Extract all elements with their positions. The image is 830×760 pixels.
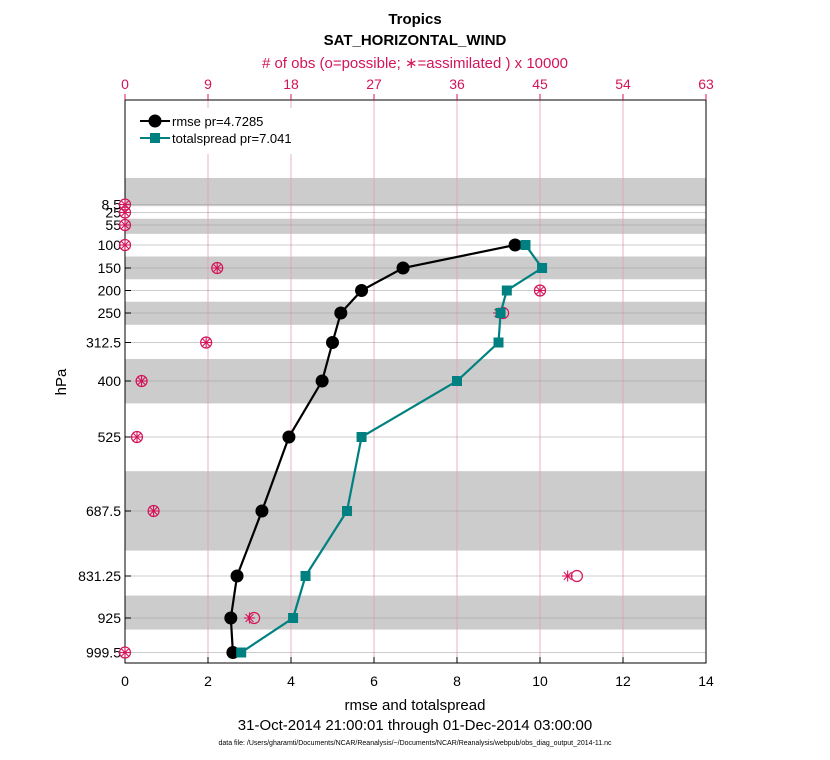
assimilated-marker [535,286,545,295]
totalspread-point [495,308,506,318]
assimilated-marker [245,613,254,623]
assimilated-marker [120,220,130,230]
rmse-point [282,430,296,444]
totalspread-point [356,432,367,442]
y-tick-label: 250 [98,305,122,321]
shaded-band [125,177,706,207]
y-tick-label: 831.25 [78,568,121,584]
rmse-point [226,646,240,659]
totalspread-point [452,376,462,386]
y-tick-label: 200 [98,283,122,299]
chart-subtitle: SAT_HORIZONTAL_WIND [324,32,507,49]
rmse-point [508,238,522,252]
totalspread-point [300,571,311,581]
y-tick-label: 525 [98,429,122,445]
y-tick-label: 25 [105,205,121,221]
rmse-point [315,374,329,388]
x-tick-label: 8 [453,673,461,689]
rmse-point [326,336,339,349]
x-tick-label: 6 [370,673,378,689]
legend-spread-label: totalspread pr=7.041 [172,131,292,146]
assimilated-marker [212,263,222,273]
assimilated-marker [201,338,211,347]
data-file-note: data file: /Users/gharamti/Documents/NCA… [218,740,612,747]
legend-spread-marker [150,133,160,143]
x-tick-label: 10 [532,673,548,689]
top-axis-ticks: 0 9 18 27 36 45 54 63 [121,76,714,100]
top-axis-label: # of obs (o=possible; ∗=assimilated ) x … [262,55,568,72]
y-tick-label: 100 [98,237,122,253]
y-axis-label: hPa [53,368,70,395]
totalspread-point [236,647,247,658]
y-tick-label: 925 [98,610,122,626]
top-tick-label: 0 [121,76,129,92]
totalspread-point [342,506,353,516]
legend: rmse pr=4.7285 totalspread pr=7.041 [133,108,308,154]
shaded-band [125,595,706,630]
assimilated-marker [132,432,142,442]
top-tick-label: 27 [366,76,382,92]
totalspread-point [288,613,299,623]
legend-box [133,108,308,154]
rmse-point [334,306,348,320]
totalspread-point [520,240,531,250]
top-tick-label: 45 [532,76,548,92]
y-tick-label: 687.5 [86,503,121,519]
y-tick-label: 400 [98,373,122,389]
y-tick-label: 8.5 [102,197,122,213]
x-tick-label: 4 [287,673,295,689]
x-tick-label: 14 [698,673,714,689]
legend-rmse-label: rmse pr=4.7285 [172,114,263,129]
x-tick-label: 2 [204,673,212,689]
rmse-point [396,261,410,275]
totalspread-point [493,337,504,348]
top-tick-label: 18 [283,76,299,92]
top-tick-label: 36 [449,76,465,92]
x-axis-ticks: 0 2 4 6 8 10 12 14 [121,657,714,689]
series-lines [224,238,548,659]
assimilated-marker [563,571,572,581]
assimilated-marker [120,648,130,657]
x-tick-label: 0 [121,673,129,689]
assimilated-marker [120,208,130,217]
totalspread-point [501,285,512,296]
rmse-point [255,504,269,518]
x-axis-label: rmse and totalspread [345,697,486,714]
rmse-point [224,611,238,625]
assimilated-marker [120,240,130,250]
obs-count-markers [118,198,583,659]
legend-rmse-marker [148,114,162,128]
rmse-point [355,284,369,297]
chart-title: Tropics [388,11,441,28]
assimilated-marker [149,506,158,516]
totalspread-point [537,263,548,273]
top-tick-label: 9 [204,76,212,92]
date-range: 31-Oct-2014 21:00:01 through 01-Dec-2014… [238,717,592,734]
rmse-point [230,569,244,583]
top-tick-label: 54 [615,76,631,92]
top-tick-label: 63 [698,76,714,92]
y-tick-label: 55 [105,217,121,233]
x-tick-label: 12 [615,673,631,689]
y-tick-label: 999.5 [86,645,121,661]
shaded-band [125,218,706,234]
y-tick-label: 312.5 [86,335,121,351]
y-tick-label: 150 [98,260,122,276]
assimilated-marker [137,376,146,386]
